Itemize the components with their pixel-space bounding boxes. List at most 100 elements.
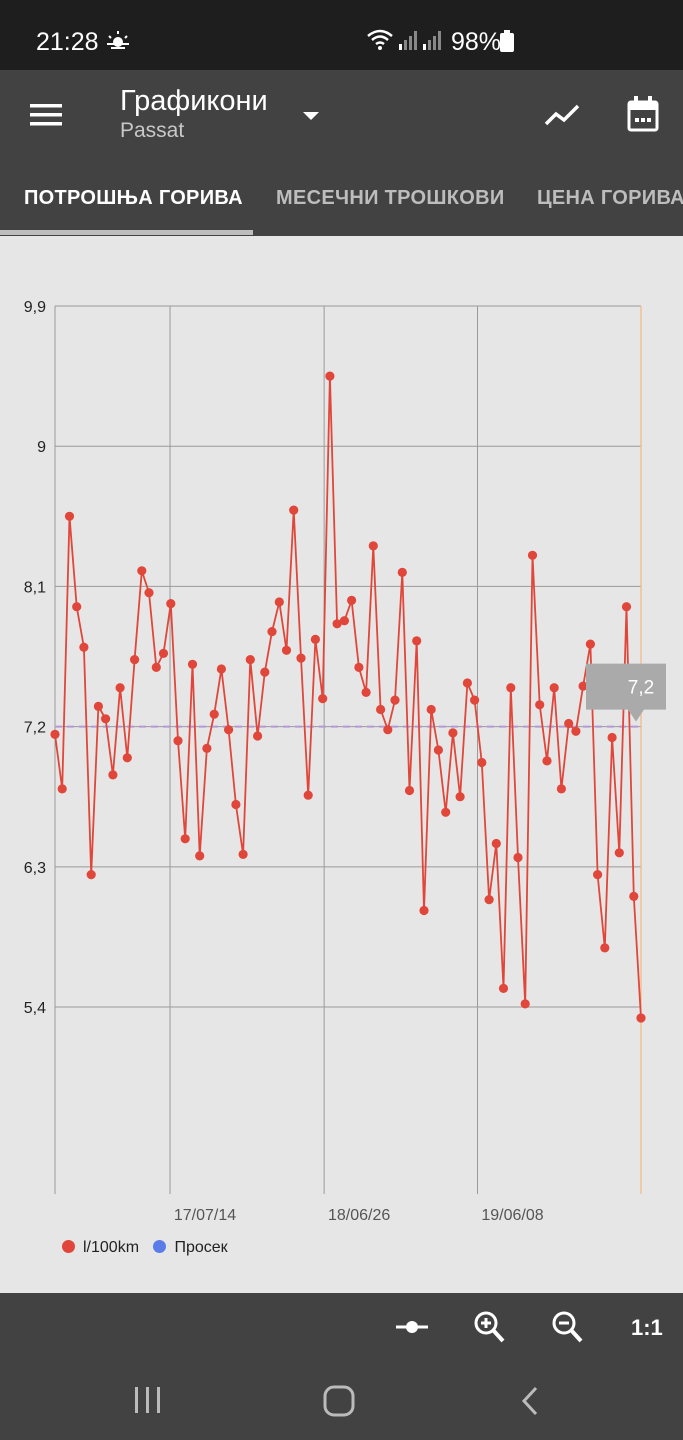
legend-item-average: Просек [153, 1239, 228, 1257]
data-point [448, 728, 458, 738]
x-tick-label: 19/06/08 [481, 1207, 543, 1224]
point-marker-toggle-icon[interactable] [394, 1317, 430, 1337]
reset-zoom-button[interactable]: 1:1 [631, 1315, 663, 1340]
legend-item-l100km: l/100km [62, 1239, 139, 1257]
data-point [158, 648, 169, 658]
data-point [556, 784, 567, 794]
data-point [231, 799, 241, 810]
data-point [224, 725, 234, 735]
data-point [57, 784, 67, 794]
data-point [470, 695, 480, 705]
data-point [498, 983, 509, 994]
data-point [151, 662, 161, 672]
system-nav-bar [0, 1365, 683, 1440]
data-point [274, 597, 284, 607]
data-point [578, 681, 588, 691]
data-point [173, 736, 183, 746]
tab-monthly-costs[interactable]: МЕСЕЧНИ ТРОШКОВИ [276, 187, 505, 209]
legend-dot [62, 1240, 75, 1253]
chart-toolbar: 1:1 [0, 1293, 683, 1365]
value-tooltip: 7,2 [586, 663, 666, 722]
tab-indicator [0, 230, 253, 235]
recent-apps-icon[interactable] [132, 1385, 164, 1415]
data-point [238, 849, 248, 860]
data-point [101, 714, 111, 724]
zoom-in-icon[interactable] [472, 1309, 506, 1345]
axis-labels: 9,9 9 8,1 7,2 6,3 5,4 17/07/14 18/06/26 19/06/08 [24, 299, 544, 1224]
data-point [303, 790, 313, 800]
y-tick-label: 7,2 [24, 720, 46, 737]
y-tick-label: 6,3 [24, 860, 46, 877]
data-point [253, 731, 263, 741]
menu-icon[interactable] [28, 100, 64, 130]
y-tick-label: 5,4 [24, 1000, 46, 1017]
data-point [368, 541, 378, 551]
data-point [289, 505, 299, 515]
data-point [455, 792, 465, 802]
data-point [593, 870, 603, 880]
data-point [477, 757, 487, 768]
wifi-icon [367, 29, 393, 50]
zoom-out-icon[interactable] [550, 1309, 584, 1345]
data-point [260, 667, 270, 677]
data-point [137, 566, 147, 576]
data-point [462, 678, 472, 688]
data-point [571, 726, 581, 736]
data-point [621, 602, 632, 612]
signal-icon [399, 31, 417, 50]
page-title: Графикони [120, 85, 268, 117]
y-tick-label: 9,9 [24, 299, 46, 316]
series-line [54, 376, 642, 1019]
tooltip-box [586, 663, 666, 722]
app-bar: Графикони Passat ПОТРОШЊА ГОРИВА МЕСЕЧНИ… [0, 70, 683, 236]
data-point [202, 743, 212, 753]
calendar-icon[interactable] [627, 96, 659, 132]
chart-grid [54, 305, 642, 1194]
back-icon[interactable] [518, 1385, 542, 1417]
data-point [491, 838, 501, 849]
home-icon[interactable] [322, 1385, 356, 1417]
tab-fuel-consumption[interactable]: ПОТРОШЊА ГОРИВА [24, 187, 243, 209]
fuel-consumption-chart[interactable]: 9,9 9 8,1 7,2 6,3 5,4 17/07/14 18/06/26 19/06/08… [0, 236, 683, 1236]
weather-icon [107, 31, 129, 49]
data-point [404, 785, 415, 796]
chevron-down-icon[interactable] [301, 110, 321, 122]
data-point [86, 870, 96, 880]
data-point [412, 636, 422, 646]
data-point [115, 683, 125, 693]
data-point [180, 834, 190, 844]
legend-label: Просек [174, 1239, 228, 1256]
data-point [361, 687, 371, 697]
status-time: 21:28 [36, 28, 99, 56]
data-point [93, 701, 103, 711]
data-point [281, 645, 292, 655]
data-point [122, 753, 132, 763]
y-tick-label: 8,1 [24, 579, 46, 596]
signal-icon-2 [423, 31, 441, 50]
data-point [419, 905, 429, 916]
chart-area[interactable]: 9,9 9 8,1 7,2 6,3 5,4 17/07/14 18/06/26 19/06/08… [0, 236, 683, 1293]
data-point [130, 655, 140, 665]
data-point [267, 627, 277, 637]
data-point [433, 745, 443, 755]
data-point [216, 664, 226, 674]
data-point [600, 943, 610, 953]
trend-chart-icon[interactable] [544, 100, 580, 130]
data-point [166, 599, 176, 609]
tooltip-value: 7,2 [628, 678, 654, 699]
legend-label: l/100km [83, 1239, 140, 1256]
chart-legend: l/100km Просек [62, 1239, 238, 1257]
data-point [354, 662, 364, 672]
data-point [339, 616, 349, 626]
data-point [245, 655, 255, 665]
x-tick-label: 17/07/14 [174, 1207, 236, 1224]
data-point [383, 725, 393, 735]
legend-dot [153, 1240, 167, 1253]
data-point [629, 891, 639, 902]
data-point [390, 695, 400, 705]
data-point [614, 848, 624, 858]
data-point [72, 602, 82, 612]
battery-percent: 98% [451, 28, 502, 56]
tab-fuel-price[interactable]: ЦЕНА ГОРИВА [537, 187, 683, 209]
vehicle-subtitle: Passat [120, 119, 185, 142]
